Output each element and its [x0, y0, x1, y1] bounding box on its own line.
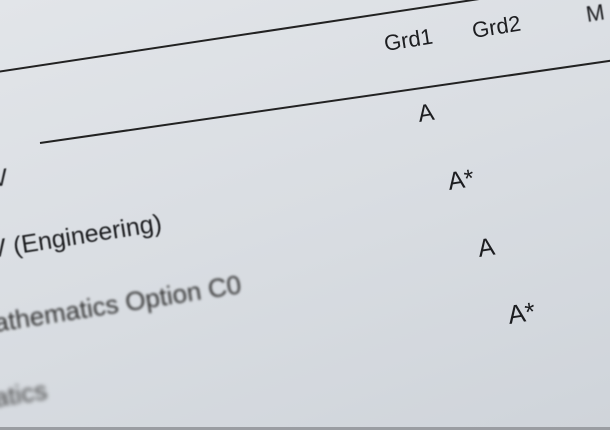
row-4-subject: athematics Option C0: [0, 269, 244, 338]
row-2-grd1: A*: [445, 164, 477, 196]
bottom-edge: [0, 427, 610, 430]
column-header-grd2: Grd2: [470, 10, 523, 43]
row-5-subject: atics: [0, 374, 50, 413]
row-3-subject: V (Engineering): [0, 209, 164, 264]
column-header-m: M: [584, 0, 607, 27]
row-4-grd2: A*: [505, 296, 538, 330]
row-1-grd1: A: [415, 98, 436, 128]
row-3-grd1: A: [475, 232, 497, 263]
header-bottom-rule: [39, 56, 610, 144]
column-header-grd1: Grd1: [382, 23, 435, 56]
row-2-subject: V: [0, 163, 10, 193]
